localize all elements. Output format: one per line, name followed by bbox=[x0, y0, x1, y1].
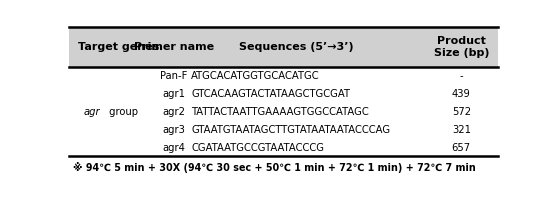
Text: ※ 94℃ 5 min + 30X (94℃ 30 sec + 50℃ 1 min + 72℃ 1 min) + 72℃ 7 min: ※ 94℃ 5 min + 30X (94℃ 30 sec + 50℃ 1 mi… bbox=[74, 162, 476, 173]
Text: Pan-F: Pan-F bbox=[160, 71, 188, 81]
Text: agr: agr bbox=[84, 107, 101, 117]
Text: 572: 572 bbox=[452, 107, 471, 117]
Text: -: - bbox=[460, 71, 463, 81]
Text: ATGCACATGGTGCACATGC: ATGCACATGGTGCACATGC bbox=[191, 71, 320, 81]
Text: group: group bbox=[106, 107, 138, 117]
Text: 439: 439 bbox=[452, 89, 471, 99]
Text: Product
Size (bp): Product Size (bp) bbox=[434, 36, 489, 58]
Text: agr2: agr2 bbox=[163, 107, 186, 117]
Text: Primer name: Primer name bbox=[134, 42, 214, 52]
Text: Target genes: Target genes bbox=[78, 42, 159, 52]
Text: GTCACAAGTACTATAAGCTGCGAT: GTCACAAGTACTATAAGCTGCGAT bbox=[191, 89, 350, 99]
Text: Sequences (5’→3’): Sequences (5’→3’) bbox=[239, 42, 353, 52]
Text: agr3: agr3 bbox=[163, 125, 186, 135]
Text: 657: 657 bbox=[452, 143, 471, 153]
Bar bbox=[69, 27, 498, 67]
Text: agr1: agr1 bbox=[163, 89, 186, 99]
Text: CGATAATGCCGTAATACCCG: CGATAATGCCGTAATACCCG bbox=[191, 143, 324, 153]
Text: TATTACTAATTGAAAAGTGGCCATAGC: TATTACTAATTGAAAAGTGGCCATAGC bbox=[191, 107, 369, 117]
Text: GTAATGTAATAGCTTGTATAATAATACCCAG: GTAATGTAATAGCTTGTATAATAATACCCAG bbox=[191, 125, 390, 135]
Text: 321: 321 bbox=[452, 125, 471, 135]
Text: agr4: agr4 bbox=[163, 143, 186, 153]
